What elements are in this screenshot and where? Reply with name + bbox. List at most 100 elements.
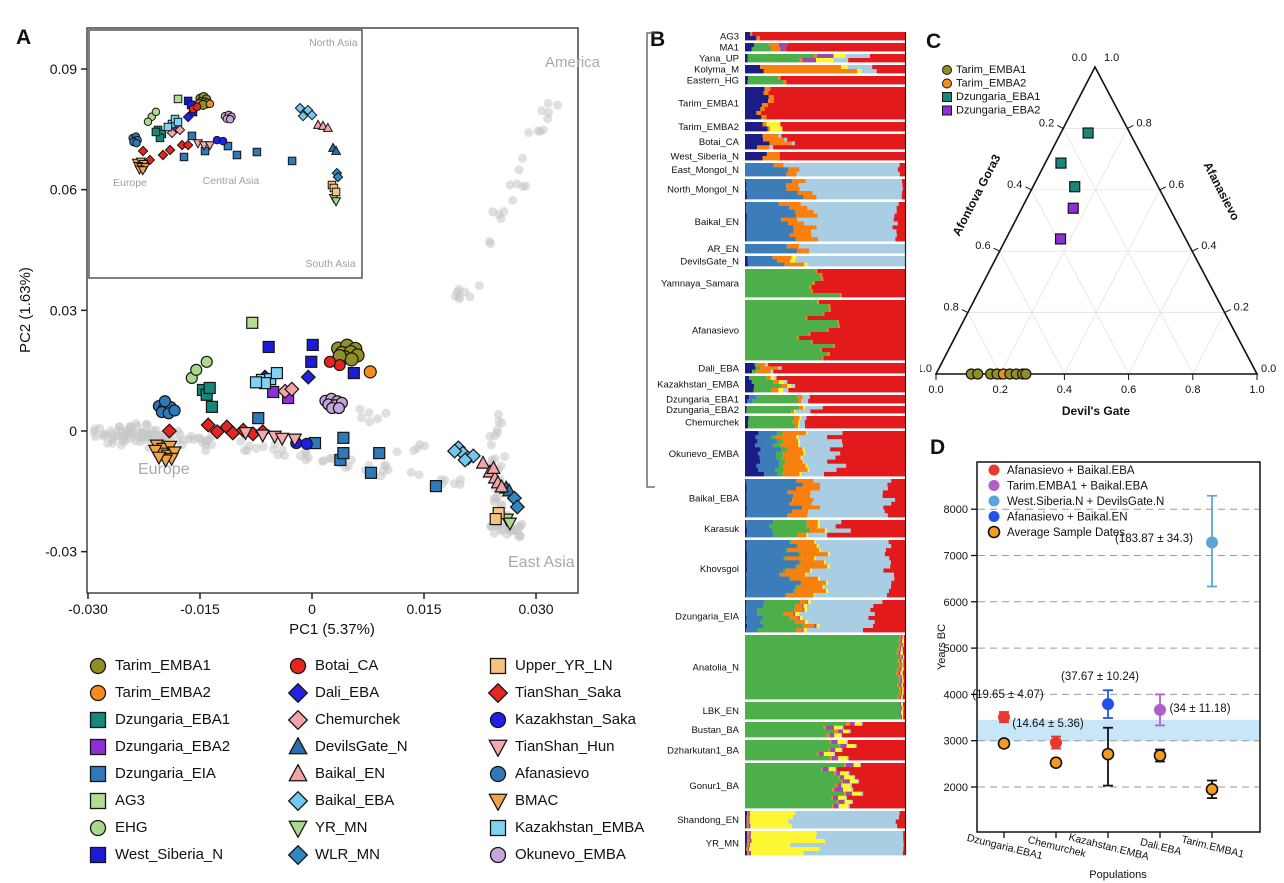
- admixture-row-label: West_Siberia_N: [671, 152, 740, 163]
- ancestry-segment: [893, 572, 905, 578]
- ancestry-segment: [757, 628, 797, 633]
- ancestry-segment: [896, 233, 905, 238]
- ancestry-segment: [748, 843, 750, 848]
- ancestry-segment: [797, 191, 813, 196]
- legend-marker-circle-icon: [89, 819, 107, 836]
- admixture-group-Yamnaya_Samara: Yamnaya_Samara: [661, 269, 905, 298]
- inset-point-Chemurchek: [174, 124, 186, 136]
- ancestry-segment: [836, 771, 841, 776]
- ancestry-segment: [746, 498, 793, 503]
- ancestry-segment: [807, 262, 905, 267]
- point-EHG: [190, 363, 203, 376]
- point-West_Siberia_N: [262, 340, 275, 354]
- ancestry-segment: [834, 787, 843, 793]
- ancestry-segment: [898, 675, 901, 680]
- ancestry-segment: [785, 548, 788, 553]
- ancestry-segment: [901, 179, 905, 184]
- grey-point: [491, 493, 501, 503]
- point-Kazakhstan_EMBA: [249, 376, 263, 389]
- ancestry-segment: [745, 733, 827, 738]
- point-WLR_MN: [509, 499, 526, 515]
- region-label: Europe: [138, 461, 190, 478]
- inset-point-BMAC: [137, 166, 148, 176]
- ancestry-segment: [840, 293, 842, 298]
- inset-point-Baikal_EBA: [306, 109, 318, 121]
- ancestry-segment: [901, 675, 904, 680]
- ancestry-segment: [841, 65, 848, 70]
- ancestry-segment: [807, 513, 888, 518]
- ancestry-segment: [745, 285, 810, 290]
- ancestry-segment: [745, 332, 809, 337]
- ancestry-segment: [807, 205, 897, 211]
- ancestry-segment: [874, 620, 905, 625]
- ancestry-segment: [778, 380, 785, 385]
- point-AG3: [246, 316, 259, 329]
- legend-label: Afanasievo: [515, 765, 590, 782]
- grey-point: [197, 437, 207, 447]
- ancestry-segment: [783, 568, 787, 573]
- ancestry-segment: [806, 628, 864, 633]
- ancestry-segment: [749, 819, 789, 825]
- ancestry-segment: [787, 384, 791, 389]
- ancestry-segment: [747, 835, 749, 840]
- ancestry-segment: [769, 43, 779, 48]
- point-Kazakhstan_Saka: [300, 437, 313, 450]
- ancestry-segment: [758, 467, 776, 473]
- grey-point: [494, 416, 504, 426]
- legend-label: Botai_CA: [315, 657, 379, 674]
- point-West_Siberia_N: [305, 355, 318, 368]
- admixture-group-MA1: MA1: [719, 43, 905, 54]
- ancestry-segment: [890, 564, 905, 569]
- legend-label: Okunevo_EMBA: [515, 846, 626, 863]
- ancestry-segment: [903, 706, 905, 711]
- ancestry-segment: [901, 647, 903, 652]
- legend-label: Kazakhstan_EMBA: [515, 819, 645, 836]
- admixture-row-label: East_Mongol_N: [671, 165, 739, 176]
- ancestry-segment: [746, 592, 786, 598]
- grey-point: [106, 426, 116, 436]
- ancestry-segment: [829, 733, 835, 738]
- ancestry-segment: [748, 416, 795, 421]
- legend-label: Dzungaria_EIA: [115, 765, 216, 782]
- ancestry-segment: [747, 399, 753, 404]
- ancestry-segment: [796, 256, 905, 260]
- ancestry-segment: [798, 420, 800, 425]
- ancestry-segment: [745, 532, 747, 538]
- ancestry-segment: [749, 815, 793, 820]
- inset-point-Okunevo_EMBA: [225, 115, 235, 124]
- ancestry-segment: [816, 54, 834, 59]
- ancestry-segment: [850, 783, 852, 788]
- ancestry-segment: [747, 811, 749, 816]
- ancestry-segment: [794, 608, 804, 613]
- tick: [961, 309, 969, 314]
- ancestry-segment: [772, 528, 811, 534]
- ancestry-segment: [819, 524, 836, 529]
- legend-label: Dzungaria_EBA1: [115, 711, 231, 728]
- ancestry-segment: [745, 524, 747, 529]
- grey-point: [412, 443, 422, 453]
- ancestry-segment: [745, 763, 845, 768]
- ancestry-segment: [822, 312, 825, 317]
- population-points: [147, 316, 526, 532]
- ancestry-segment: [814, 592, 887, 598]
- ancestry-segment: [839, 324, 905, 329]
- ancestry-segment: [763, 624, 804, 629]
- ancestry-segment: [745, 191, 747, 196]
- ancestry-segment: [818, 752, 824, 757]
- ancestry-segment: [803, 195, 817, 200]
- ancestry-segment: [822, 767, 829, 772]
- ancestry-segment: [901, 667, 904, 672]
- ancestry-segment: [745, 348, 821, 353]
- ancestry-segment: [799, 167, 898, 173]
- ancestry-segment: [747, 54, 814, 59]
- ancestry-segment: [746, 600, 765, 605]
- legend-marker-circle-icon: [89, 657, 107, 674]
- ancestry-segment: [823, 752, 834, 757]
- ancestry-segment: [745, 823, 747, 829]
- ancestry-segment: [838, 320, 905, 325]
- ancestry-segment: [745, 179, 747, 184]
- legend-item-WLR_MN: WLR_MN: [288, 841, 488, 868]
- ancestry-segment: [749, 395, 757, 400]
- point-TianShan_Saka: [200, 417, 216, 433]
- legend-item-DevilsGate_N: DevilsGate_N: [288, 733, 488, 760]
